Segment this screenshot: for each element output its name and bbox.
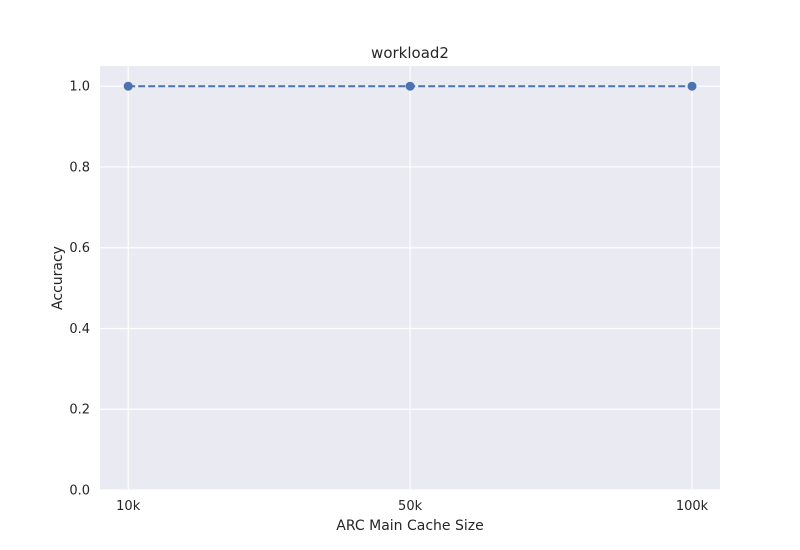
x-tick-labels: 10k 50k 100k — [116, 499, 708, 514]
data-point — [123, 81, 133, 91]
y-axis-label: Accuracy — [50, 246, 66, 310]
x-axis-label: ARC Main Cache Size — [336, 518, 483, 534]
series-group — [123, 81, 697, 91]
y-tick-label: 0.6 — [69, 241, 90, 256]
y-tick-label: 1.0 — [69, 80, 90, 95]
x-tick-label: 50k — [398, 499, 423, 514]
chart-title: workload2 — [371, 44, 449, 62]
data-point — [405, 81, 415, 91]
y-tick-label: 0.8 — [69, 160, 90, 175]
y-tick-label: 0.0 — [69, 484, 90, 499]
y-tick-label: 0.4 — [69, 322, 90, 337]
x-tick-label: 10k — [116, 499, 141, 514]
x-tick-label: 100k — [676, 499, 709, 514]
y-tick-label: 0.2 — [69, 403, 90, 418]
data-point — [687, 81, 697, 91]
y-tick-labels: 0.0 0.2 0.4 0.6 0.8 1.0 — [69, 80, 90, 499]
